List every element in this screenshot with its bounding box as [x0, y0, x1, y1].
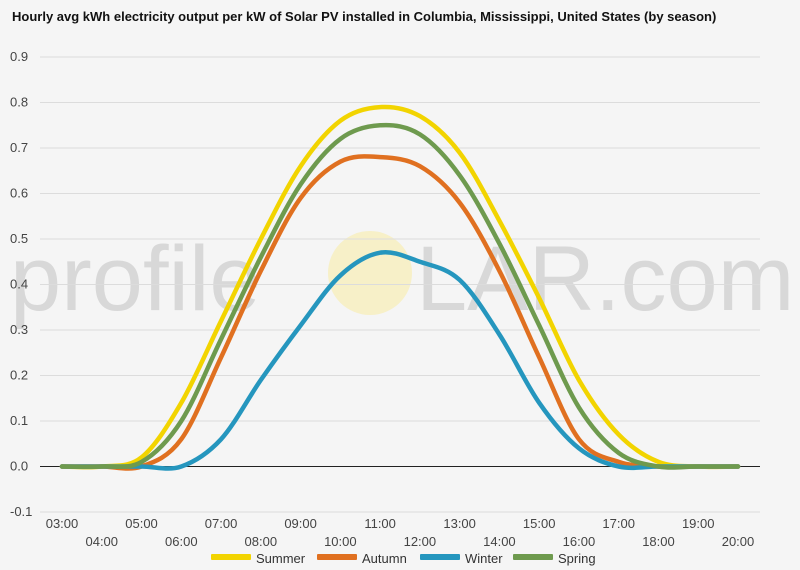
- x-tick-label: 15:00: [523, 516, 556, 531]
- x-tick-label: 11:00: [364, 516, 396, 531]
- x-tick-label: 20:00: [722, 534, 755, 549]
- legend-label-spring: Spring: [558, 551, 596, 566]
- watermark-text-left: profile: [10, 228, 261, 330]
- legend-label-autumn: Autumn: [362, 551, 407, 566]
- chart-title: Hourly avg kWh electricity output per kW…: [12, 9, 717, 24]
- legend-swatch-spring: [513, 554, 553, 560]
- x-tick-label: 08:00: [245, 534, 278, 549]
- x-axis: 03:00 04:00 05:00 06:00 07:00 08:00 09:00 10:00…: [46, 516, 755, 549]
- y-tick-label: 0.4: [10, 277, 28, 292]
- series-line-summer: [59, 104, 741, 470]
- x-tick-label: 03:00: [46, 516, 79, 531]
- legend: Summer Autumn Winter Spring: [211, 551, 596, 566]
- x-tick-label: 13:00: [443, 516, 476, 531]
- y-tick-label: 0.6: [10, 186, 28, 201]
- legend-label-winter: Winter: [465, 551, 503, 566]
- y-tick-label: 0.2: [10, 368, 28, 383]
- x-tick-label: 12:00: [404, 534, 437, 549]
- y-axis: -0.1 0.0 0.1 0.2 0.3 0.4 0.5 0.6 0.7 0.8 0.9: [10, 49, 32, 519]
- legend-swatch-summer: [211, 554, 251, 560]
- x-tick-label: 16:00: [563, 534, 596, 549]
- watermark-text-right: LAR.com: [416, 228, 794, 330]
- legend-swatch-autumn: [317, 554, 357, 560]
- x-tick-label: 07:00: [205, 516, 238, 531]
- y-tick-label: -0.1: [10, 504, 32, 519]
- x-tick-label: 04:00: [85, 534, 118, 549]
- y-tick-label: 0.5: [10, 231, 28, 246]
- legend-swatch-winter: [420, 554, 460, 560]
- y-tick-label: 0.8: [10, 95, 28, 110]
- series-lines: [59, 104, 741, 471]
- watermark: profile LAR.com: [10, 228, 794, 330]
- x-tick-label: 19:00: [682, 516, 715, 531]
- y-tick-label: 0.0: [10, 459, 28, 474]
- x-tick-label: 18:00: [642, 534, 675, 549]
- legend-label-summer: Summer: [256, 551, 306, 566]
- x-tick-label: 06:00: [165, 534, 198, 549]
- x-tick-label: 14:00: [483, 534, 516, 549]
- y-tick-label: 0.3: [10, 322, 28, 337]
- x-tick-label: 17:00: [602, 516, 635, 531]
- x-tick-label: 09:00: [284, 516, 317, 531]
- series-line-spring: [59, 122, 741, 470]
- x-tick-label: 05:00: [125, 516, 158, 531]
- series-line-winter: [59, 249, 741, 471]
- y-tick-label: 0.1: [10, 413, 28, 428]
- y-tick-label: 0.7: [10, 140, 28, 155]
- x-tick-label: 10:00: [324, 534, 357, 549]
- grid: [40, 56, 760, 513]
- series-line-autumn: [59, 154, 741, 471]
- y-tick-label: 0.9: [10, 49, 28, 64]
